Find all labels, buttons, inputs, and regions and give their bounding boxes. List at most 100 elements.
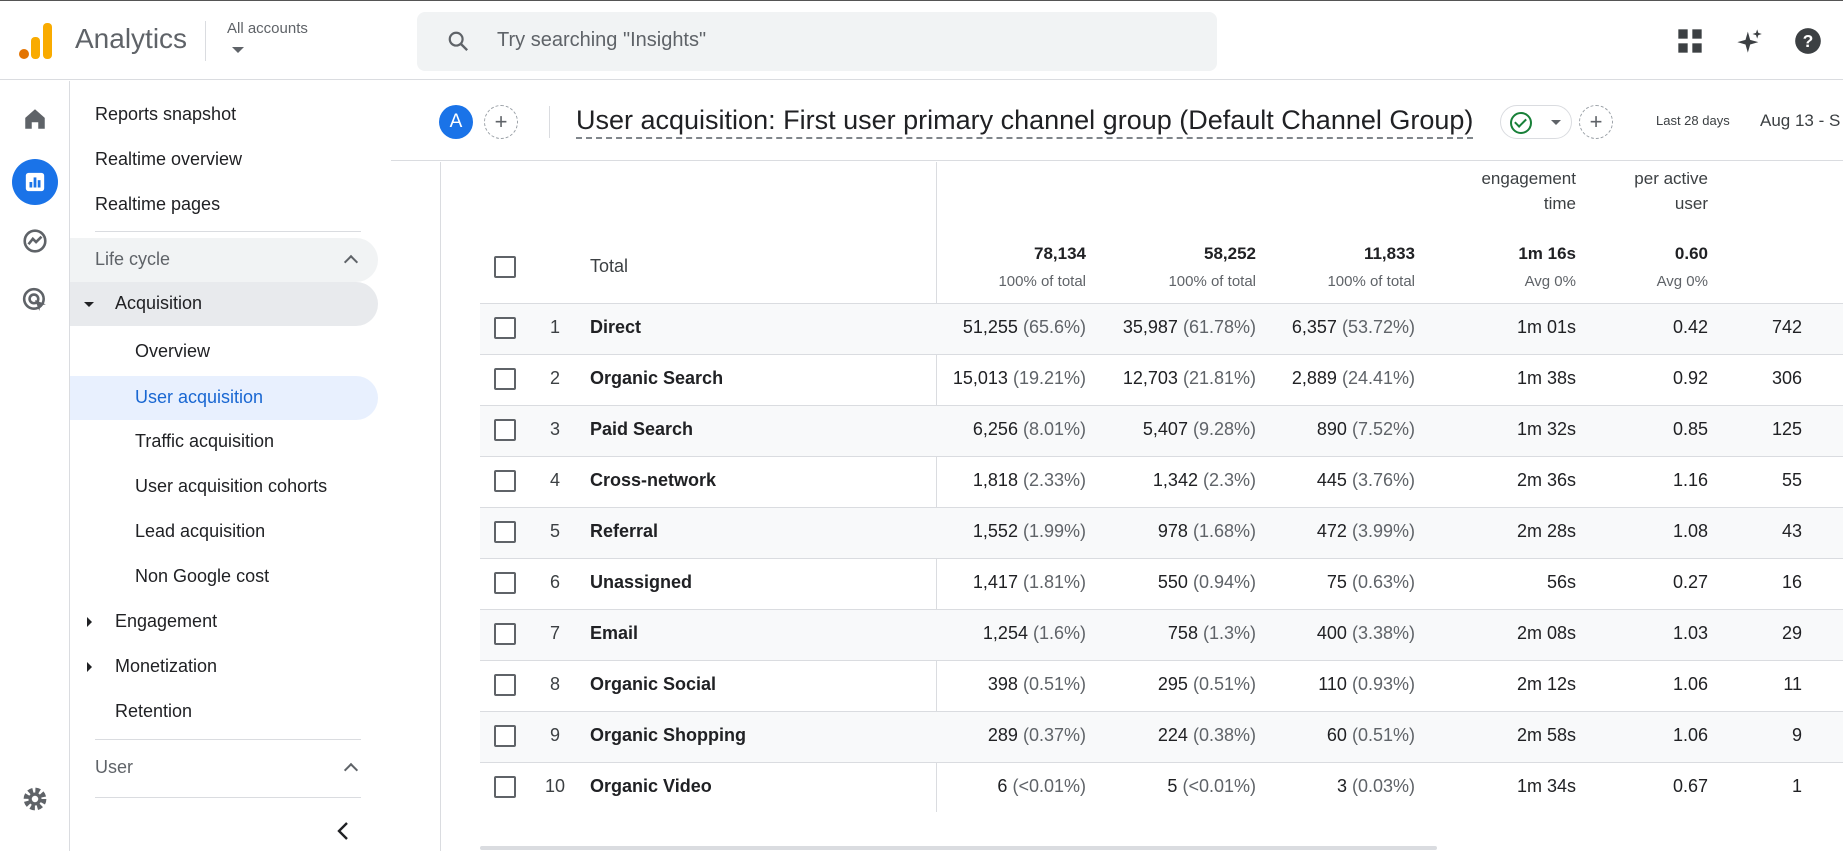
table-row[interactable] bbox=[480, 609, 1843, 660]
channel-name[interactable]: Organic Shopping bbox=[590, 725, 746, 745]
metric-cell-2-value: 224 bbox=[1157, 725, 1188, 745]
metric-cell-2-percent: (1.68%) bbox=[1192, 521, 1256, 541]
home-icon[interactable] bbox=[12, 96, 58, 142]
metric-cell-2: 35,987 (61.78%) bbox=[1100, 317, 1256, 338]
account-selector-label[interactable]: All accounts bbox=[227, 20, 308, 37]
nav-acquisition-overview[interactable]: Overview bbox=[135, 341, 211, 361]
channel-name[interactable]: Email bbox=[590, 623, 639, 643]
nav-user-acquisition-cohorts[interactable]: User acquisition cohorts bbox=[135, 476, 328, 496]
channel-name[interactable]: Organic Search bbox=[590, 368, 724, 388]
truncated-metric-cell: 742 bbox=[1771, 317, 1802, 337]
column-header-engagement-time[interactable]: engagement time bbox=[1440, 166, 1576, 216]
table-row[interactable] bbox=[480, 507, 1843, 558]
search-bar[interactable]: Try searching "Insights" bbox=[417, 12, 1217, 71]
nav-non-google-cost[interactable]: Non Google cost bbox=[135, 566, 270, 586]
nav-traffic-acquisition[interactable]: Traffic acquisition bbox=[135, 431, 275, 451]
metric-cell-1-value: 6 bbox=[997, 776, 1008, 796]
row-checkbox[interactable] bbox=[494, 317, 516, 339]
date-range-picker[interactable]: Aug 13 - S bbox=[1760, 111, 1841, 130]
row-checkbox[interactable] bbox=[494, 674, 516, 696]
nav-engagement[interactable]: Engagement bbox=[115, 611, 218, 631]
channel-name[interactable]: Direct bbox=[590, 317, 642, 337]
metric-cell-1-value: 51,255 bbox=[962, 317, 1018, 337]
table-row[interactable] bbox=[480, 354, 1843, 405]
metric-cell-2-value: 295 bbox=[1157, 674, 1188, 694]
row-checkbox[interactable] bbox=[494, 521, 516, 543]
add-comparison-button[interactable]: + bbox=[484, 105, 518, 139]
metric-cell-3-value: 60 bbox=[1326, 725, 1347, 745]
comparison-avatar[interactable]: A bbox=[439, 105, 473, 139]
metric-cell-2-value: 978 bbox=[1157, 521, 1188, 541]
advertising-icon[interactable] bbox=[12, 277, 58, 323]
metric-cell-1-percent: (1.6%) bbox=[1032, 623, 1086, 643]
table-row[interactable] bbox=[480, 711, 1843, 762]
nav-realtime-pages[interactable]: Realtime pages bbox=[95, 194, 221, 214]
total-sub: 100% of total bbox=[1327, 273, 1415, 290]
caret-right-icon bbox=[87, 617, 92, 627]
metric-cell-2-value: 35,987 bbox=[1122, 317, 1178, 337]
reports-icon[interactable] bbox=[12, 159, 58, 205]
metric-cell-2: 5 (<0.01%) bbox=[1100, 776, 1256, 797]
metric-cell-1-percent: (0.51%) bbox=[1022, 674, 1086, 694]
select-all-checkbox[interactable] bbox=[494, 256, 516, 278]
metric-cell-1: 398 (0.51%) bbox=[936, 674, 1086, 695]
total-value: 0.60 bbox=[1674, 244, 1708, 263]
row-checkbox[interactable] bbox=[494, 419, 516, 441]
metric-cell-2: 1,342 (2.3%) bbox=[1100, 470, 1256, 491]
section-user[interactable]: User bbox=[70, 746, 378, 790]
row-checkbox[interactable] bbox=[494, 776, 516, 798]
chevron-up-icon bbox=[343, 254, 359, 270]
row-checkbox[interactable] bbox=[494, 470, 516, 492]
analytics-logo-icon[interactable] bbox=[19, 23, 53, 59]
channel-name[interactable]: Organic Social bbox=[590, 674, 717, 694]
nav-user-acquisition[interactable]: User acquisition bbox=[70, 376, 378, 420]
metric-cell-2-value: 5,407 bbox=[1142, 419, 1188, 439]
metric-cell-1-percent: (1.99%) bbox=[1022, 521, 1086, 541]
nav-reports-snapshot[interactable]: Reports snapshot bbox=[95, 104, 237, 124]
nav-retention[interactable]: Retention bbox=[115, 701, 193, 721]
settings-icon[interactable] bbox=[12, 776, 58, 822]
nav-user-acquisition-label: User acquisition bbox=[135, 387, 264, 407]
add-card-button[interactable]: + bbox=[1579, 105, 1613, 139]
channel-name[interactable]: Cross-network bbox=[590, 470, 717, 490]
sparkle-icon[interactable] bbox=[1735, 27, 1763, 55]
metric-cell-1-value: 398 bbox=[987, 674, 1018, 694]
metric-cell-3-percent: (53.72%) bbox=[1341, 317, 1415, 337]
nav-acquisition[interactable]: Acquisition bbox=[70, 282, 378, 326]
channel-name[interactable]: Organic Video bbox=[590, 776, 712, 796]
help-icon[interactable]: ? bbox=[1794, 27, 1822, 55]
report-title[interactable]: User acquisition: First user primary cha… bbox=[576, 105, 1474, 139]
header-line: time bbox=[1543, 194, 1576, 213]
channel-name[interactable]: Referral bbox=[590, 521, 659, 541]
per-active-user-cell: 0.27 bbox=[1672, 572, 1708, 592]
apps-grid-icon[interactable] bbox=[1676, 27, 1704, 55]
row-checkbox[interactable] bbox=[494, 368, 516, 390]
row-checkbox[interactable] bbox=[494, 623, 516, 645]
row-checkbox[interactable] bbox=[494, 572, 516, 594]
collapse-chevron-icon[interactable] bbox=[336, 821, 350, 841]
table-row[interactable] bbox=[480, 558, 1843, 609]
nav-realtime-overview[interactable]: Realtime overview bbox=[95, 149, 243, 169]
date-range-badge[interactable]: Last 28 days bbox=[1656, 113, 1730, 128]
row-checkbox[interactable] bbox=[494, 725, 516, 747]
account-dropdown-icon[interactable] bbox=[232, 47, 244, 53]
explore-icon[interactable] bbox=[12, 218, 58, 264]
divider bbox=[205, 21, 206, 61]
table-row[interactable] bbox=[480, 303, 1843, 354]
section-life-cycle-label: Life cycle bbox=[95, 249, 171, 269]
horizontal-scrollbar[interactable] bbox=[480, 846, 1437, 850]
column-header-per-active-user[interactable]: per active user bbox=[1580, 166, 1708, 216]
section-life-cycle[interactable]: Life cycle bbox=[70, 238, 378, 282]
channel-name[interactable]: Unassigned bbox=[590, 572, 693, 592]
table-row[interactable] bbox=[480, 456, 1843, 507]
metric-cell-2: 758 (1.3%) bbox=[1100, 623, 1256, 644]
metric-cell-1-value: 6,256 bbox=[972, 419, 1018, 439]
report-status-dropdown[interactable] bbox=[1500, 105, 1572, 139]
table-row[interactable] bbox=[480, 405, 1843, 456]
nav-lead-acquisition[interactable]: Lead acquisition bbox=[135, 521, 266, 541]
channel-name[interactable]: Paid Search bbox=[590, 419, 694, 439]
nav-monetization[interactable]: Monetization bbox=[115, 656, 218, 676]
metric-cell-1-percent: (1.81%) bbox=[1022, 572, 1086, 592]
table-row[interactable] bbox=[480, 660, 1843, 711]
table-row[interactable] bbox=[480, 762, 1843, 813]
